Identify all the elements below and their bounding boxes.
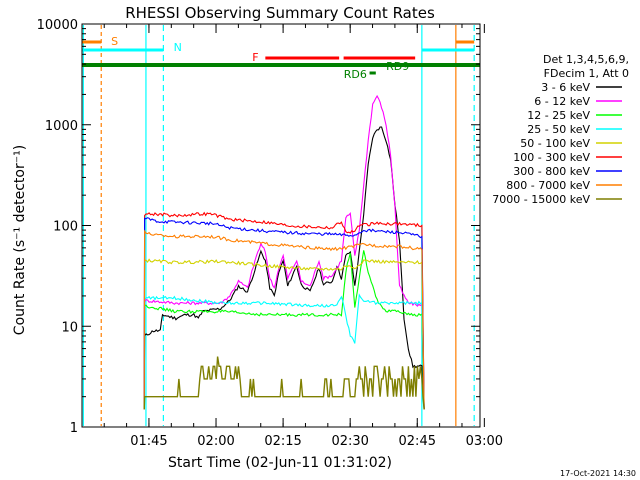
series-layer <box>143 94 425 410</box>
chart-title: RHESSI Observing Summary Count Rates <box>125 4 435 22</box>
x-tick-label-1: 02:00 <box>197 434 234 449</box>
annotation-1: N <box>174 41 182 54</box>
legend-label-6: 300 - 800 keV <box>513 165 590 178</box>
axis-layer: 1 10 100 1000 10000 01:45 02:00 02:15 02:30 02:45… <box>37 18 503 449</box>
x-tick-label-3: 02:30 <box>331 434 368 449</box>
legend-header-line-1: Det 1,3,4,5,6,9, <box>543 53 629 66</box>
series-line-5 <box>143 211 425 410</box>
series-line-0 <box>143 126 425 410</box>
y-tick-label-2: 100 <box>53 220 78 235</box>
legend-label-3: 25 - 50 keV <box>527 123 590 136</box>
annotation-4: RD9 <box>386 60 409 73</box>
series-line-8 <box>143 356 425 410</box>
overlay-layer: S N F RD6 RD9 <box>82 35 480 81</box>
legend-label-1: 6 - 12 keV <box>534 95 590 108</box>
legend-label-8: 7000 - 15000 keV <box>492 193 590 206</box>
legend-label-2: 12 - 25 keV <box>527 109 590 122</box>
y-tick-label-4: 10000 <box>37 18 78 33</box>
legend-label-7: 800 - 7000 keV <box>506 179 590 192</box>
y-axis-label: Count Rate (s⁻¹ detector⁻¹) <box>12 145 28 335</box>
legend-label-5: 100 - 300 keV <box>513 151 590 164</box>
x-axis-label: Start Time (02-Jun-11 01:31:02) <box>168 455 392 471</box>
series-line-2 <box>143 250 425 410</box>
annotation-3: RD6 <box>344 68 367 81</box>
legend-label-0: 3 - 6 keV <box>541 81 590 94</box>
series-line-6 <box>143 217 425 410</box>
x-tick-label-5: 03:00 <box>466 434 503 449</box>
x-tick-label-2: 02:15 <box>264 434 301 449</box>
x-tick-label-4: 02:45 <box>399 434 436 449</box>
y-tick-label-3: 1000 <box>45 119 78 134</box>
legend: Det 1,3,4,5,6,9, FDecim 1, Att 0 3 - 6 k… <box>492 53 629 206</box>
annotation-0: S <box>111 35 118 48</box>
series-line-4 <box>143 258 425 410</box>
series-line-3 <box>143 293 425 410</box>
legend-header-line-2: FDecim 1, Att 0 <box>544 67 629 80</box>
timestamp: 17-Oct-2021 14:30 <box>560 469 636 478</box>
annotation-2: F <box>252 51 258 64</box>
series-line-1 <box>143 94 425 410</box>
series-line-7 <box>143 229 425 410</box>
x-tick-label-0: 01:45 <box>130 434 167 449</box>
y-tick-label-1: 10 <box>61 320 78 335</box>
y-tick-label-0: 1 <box>70 421 78 436</box>
legend-label-4: 50 - 100 keV <box>520 137 590 150</box>
